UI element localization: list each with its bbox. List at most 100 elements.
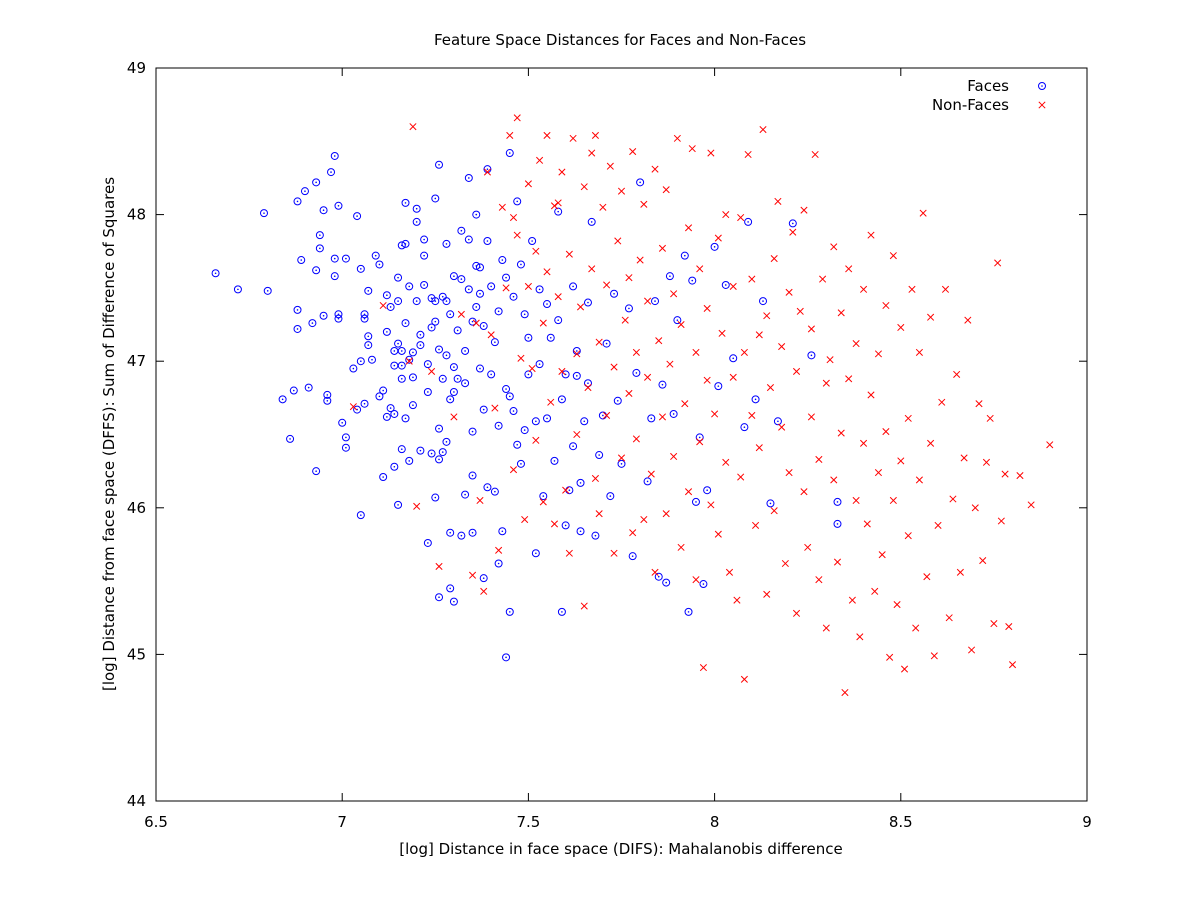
face-point — [386, 302, 395, 311]
non-face-point — [960, 454, 968, 462]
non-face-point — [994, 259, 1002, 267]
face-point — [390, 462, 399, 471]
face-point — [673, 316, 682, 325]
non-face-point — [740, 348, 748, 356]
face-point — [449, 387, 458, 396]
non-face-point — [863, 520, 871, 528]
non-face-point — [591, 474, 599, 483]
y-axis-label: [log] Distance from face space (DFFS): S… — [100, 177, 118, 691]
non-face-point — [997, 517, 1005, 525]
non-face-point — [915, 348, 923, 356]
non-face-point — [815, 576, 823, 584]
non-face-point — [629, 148, 637, 156]
face-point — [353, 212, 362, 221]
non-face-point — [852, 340, 860, 348]
face-point — [487, 282, 496, 291]
non-face-point — [878, 551, 886, 559]
face-point — [557, 395, 566, 404]
face-point — [356, 264, 365, 273]
face-point — [591, 531, 600, 540]
face-point — [416, 341, 425, 350]
non-face-point — [513, 114, 521, 122]
face-point — [431, 317, 440, 326]
non-face-point — [617, 187, 626, 195]
face-point — [416, 446, 425, 455]
face-point — [211, 269, 220, 278]
face-point — [408, 373, 417, 382]
face-point — [390, 409, 399, 418]
non-face-point — [509, 213, 518, 222]
non-face-point — [766, 384, 775, 392]
non-face-point — [889, 252, 897, 260]
non-face-point — [737, 213, 745, 222]
face-point — [431, 297, 440, 306]
face-point — [293, 305, 302, 314]
non-face-point — [562, 486, 570, 494]
non-face-point — [625, 389, 633, 398]
face-point — [341, 433, 350, 442]
non-face-point — [1027, 501, 1035, 509]
non-face-point — [688, 145, 696, 153]
non-face-point — [576, 303, 585, 311]
face-point — [475, 263, 484, 272]
non-face-point — [610, 549, 618, 557]
non-face-point — [532, 247, 540, 255]
face-point — [483, 236, 492, 245]
face-point — [520, 310, 529, 319]
non-face-point — [450, 413, 458, 421]
face-point — [464, 173, 473, 182]
face-point — [259, 209, 268, 218]
non-face-point — [811, 150, 819, 159]
non-face-point — [874, 350, 883, 358]
face-point — [304, 383, 313, 392]
face-point — [435, 455, 444, 464]
face-point — [788, 219, 797, 228]
non-face-point — [1005, 622, 1013, 631]
face-point — [587, 217, 596, 226]
face-point — [446, 310, 455, 319]
face-point — [509, 407, 518, 416]
non-face-point — [796, 307, 804, 315]
face-point — [479, 574, 488, 583]
face-point — [334, 310, 343, 319]
non-face-point — [871, 587, 879, 595]
non-face-point — [945, 614, 953, 622]
face-point — [624, 304, 633, 313]
face-point — [427, 449, 436, 458]
face-point — [773, 417, 782, 426]
non-face-point — [379, 301, 387, 310]
non-face-point — [785, 469, 793, 477]
non-face-point — [737, 473, 745, 481]
non-face-point — [573, 430, 581, 439]
face-point — [449, 272, 458, 281]
y-tick-label: 48 — [127, 206, 146, 224]
face-point — [382, 412, 391, 421]
non-face-point — [889, 496, 897, 505]
non-face-point — [573, 350, 581, 358]
non-face-point — [819, 275, 827, 283]
face-point — [315, 244, 324, 253]
non-face-point — [651, 568, 659, 576]
non-face-point — [729, 373, 737, 381]
face-point — [289, 386, 298, 395]
face-point — [494, 421, 503, 430]
non-face-point — [703, 304, 711, 312]
face-point — [688, 276, 697, 285]
non-face-point — [1016, 471, 1024, 480]
x-axis-label: [log] Distance in face space (DIFS): Mah… — [399, 840, 842, 858]
non-face-point — [837, 309, 845, 317]
non-face-point — [778, 423, 786, 431]
face-point — [319, 311, 328, 320]
non-face-point — [603, 281, 611, 289]
face-point — [371, 251, 380, 260]
face-point — [438, 292, 447, 301]
non-face-point — [506, 131, 514, 139]
non-face-point — [792, 367, 801, 376]
non-face-point — [748, 411, 756, 419]
face-point — [554, 316, 563, 325]
y-tick-label: 47 — [127, 352, 146, 370]
face-point — [293, 197, 302, 206]
non-face-point — [792, 609, 801, 617]
non-face-point — [565, 549, 573, 557]
non-face-point — [714, 234, 722, 242]
